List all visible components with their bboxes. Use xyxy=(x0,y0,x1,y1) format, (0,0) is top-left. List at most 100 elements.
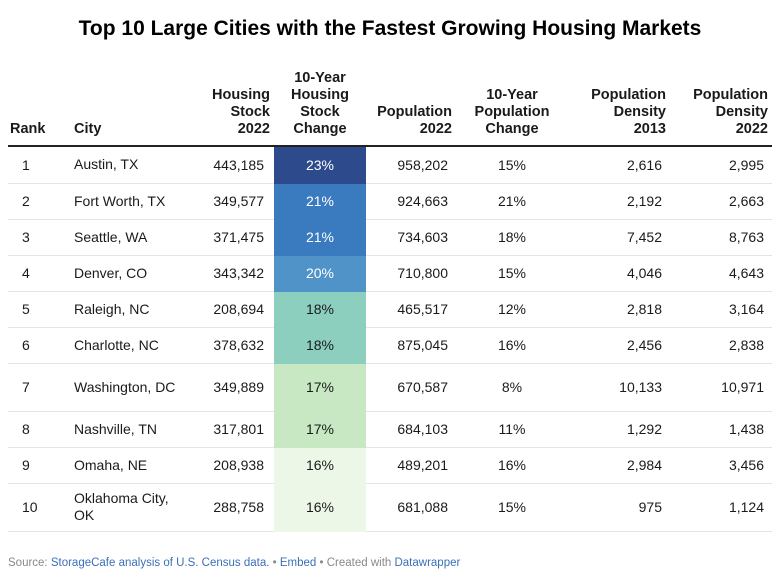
cell-density-2013: 2,192 xyxy=(568,183,670,220)
cell-population-change: 21% xyxy=(456,183,568,220)
table-row: 1 Austin, TX 443,185 23% 958,202 15% 2,616 2,99… xyxy=(8,146,772,184)
cell-population: 710,800 xyxy=(366,255,456,292)
cell-city: Raleigh, NC xyxy=(70,291,190,328)
cell-housing-stock: 349,889 xyxy=(190,363,274,412)
table-row: 4 Denver, CO 343,342 20% 710,800 15% 4,046 4,64… xyxy=(8,255,772,292)
cell-rank: 6 xyxy=(8,327,70,364)
table-row: 3 Seattle, WA 371,475 21% 734,603 18% 7,452 8,7… xyxy=(8,219,772,256)
cell-housing-stock: 378,632 xyxy=(190,327,274,364)
cell-density-2022: 8,763 xyxy=(670,219,772,256)
cell-rank: 3 xyxy=(8,219,70,256)
cell-density-2013: 4,046 xyxy=(568,255,670,292)
cell-density-2013: 2,818 xyxy=(568,291,670,328)
table-row: 6 Charlotte, NC 378,632 18% 875,045 16% 2,456 2… xyxy=(8,327,772,364)
cell-density-2022: 10,971 xyxy=(670,363,772,412)
chart-title: Top 10 Large Cities with the Fastest Gro… xyxy=(78,17,702,40)
table-row: 5 Raleigh, NC 208,694 18% 465,517 12% 2,818 3,1… xyxy=(8,291,772,328)
cell-rank: 2 xyxy=(8,183,70,220)
cell-housing-stock: 371,475 xyxy=(190,219,274,256)
cell-housing-stock-change: 17% xyxy=(274,363,366,412)
header-density-2022[interactable]: Population Density 2022 xyxy=(670,66,772,147)
cell-density-2013: 975 xyxy=(568,483,670,532)
cell-density-2022: 3,164 xyxy=(670,291,772,328)
cell-city: Denver, CO xyxy=(70,255,190,292)
data-table: Rank City Housing Stock 2022 10-Year Hou… xyxy=(8,66,772,532)
cell-city: Austin, TX xyxy=(70,146,190,184)
cell-housing-stock-change: 16% xyxy=(274,483,366,532)
cell-rank: 9 xyxy=(8,447,70,484)
cell-population: 681,088 xyxy=(366,483,456,532)
table-row: 10 Oklahoma City, OK 288,758 16% 681,088 15% 9… xyxy=(8,483,772,532)
cell-density-2013: 2,616 xyxy=(568,146,670,184)
header-rank[interactable]: Rank xyxy=(8,66,70,147)
cell-density-2022: 3,456 xyxy=(670,447,772,484)
cell-housing-stock: 343,342 xyxy=(190,255,274,292)
cell-population: 465,517 xyxy=(366,291,456,328)
source-label: Source: xyxy=(8,557,51,569)
cell-city: Omaha, NE xyxy=(70,447,190,484)
created-with-label: • Created with xyxy=(316,557,395,569)
cell-density-2022: 2,995 xyxy=(670,146,772,184)
cell-population: 684,103 xyxy=(366,411,456,448)
header-city[interactable]: City xyxy=(70,66,190,147)
cell-population-change: 16% xyxy=(456,447,568,484)
cell-housing-stock-change: 16% xyxy=(274,447,366,484)
cell-city: Washington, DC xyxy=(70,363,190,412)
cell-housing-stock-change: 23% xyxy=(274,146,366,184)
cell-rank: 4 xyxy=(8,255,70,292)
datawrapper-link[interactable]: Datawrapper xyxy=(394,557,461,569)
cell-rank: 1 xyxy=(8,146,70,184)
cell-city: Fort Worth, TX xyxy=(70,183,190,220)
cell-rank: 8 xyxy=(8,411,70,448)
cell-population-change: 15% xyxy=(456,255,568,292)
cell-city: Charlotte, NC xyxy=(70,327,190,364)
cell-housing-stock-change: 21% xyxy=(274,219,366,256)
cell-density-2022: 1,438 xyxy=(670,411,772,448)
cell-population-change: 16% xyxy=(456,327,568,364)
cell-city: Nashville, TN xyxy=(70,411,190,448)
cell-population-change: 18% xyxy=(456,219,568,256)
cell-housing-stock-change: 18% xyxy=(274,291,366,328)
cell-population-change: 12% xyxy=(456,291,568,328)
cell-population-change: 8% xyxy=(456,363,568,412)
cell-housing-stock: 349,577 xyxy=(190,183,274,220)
header-housing-stock-2022[interactable]: Housing Stock 2022 xyxy=(190,66,274,147)
cell-housing-stock-change: 20% xyxy=(274,255,366,292)
cell-density-2013: 2,456 xyxy=(568,327,670,364)
header-density-2013[interactable]: Population Density 2013 xyxy=(568,66,670,147)
cell-population: 670,587 xyxy=(366,363,456,412)
source-footer: Source: StorageCafe analysis of U.S. Cen… xyxy=(8,557,460,569)
cell-rank: 10 xyxy=(8,483,70,532)
cell-population: 734,603 xyxy=(366,219,456,256)
footer-separator: • xyxy=(269,557,280,569)
cell-density-2013: 10,133 xyxy=(568,363,670,412)
table-row: 9 Omaha, NE 208,938 16% 489,201 16% 2,984 3,456 xyxy=(8,447,772,484)
cell-city: Oklahoma City, OK xyxy=(70,483,190,532)
cell-housing-stock: 208,938 xyxy=(190,447,274,484)
header-row: Rank City Housing Stock 2022 10-Year Hou… xyxy=(8,66,772,147)
table-row: 2 Fort Worth, TX 349,577 21% 924,663 21% 2,192… xyxy=(8,183,772,220)
cell-rank: 7 xyxy=(8,363,70,412)
cell-housing-stock: 317,801 xyxy=(190,411,274,448)
cell-population-change: 11% xyxy=(456,411,568,448)
cell-density-2022: 4,643 xyxy=(670,255,772,292)
cell-housing-stock-change: 18% xyxy=(274,327,366,364)
embed-link[interactable]: Embed xyxy=(279,557,317,569)
table-row: 8 Nashville, TN 317,801 17% 684,103 11% 1,292 1… xyxy=(8,411,772,448)
cell-housing-stock-change: 21% xyxy=(274,183,366,220)
source-link[interactable]: StorageCafe analysis of U.S. Census data… xyxy=(50,557,270,569)
cell-housing-stock-change: 17% xyxy=(274,411,366,448)
cell-density-2022: 1,124 xyxy=(670,483,772,532)
cell-density-2013: 7,452 xyxy=(568,219,670,256)
cell-housing-stock: 208,694 xyxy=(190,291,274,328)
header-population-2022[interactable]: Population 2022 xyxy=(366,66,456,147)
cell-city: Seattle, WA xyxy=(70,219,190,256)
table-body: 1 Austin, TX 443,185 23% 958,202 15% 2,616 2,99… xyxy=(8,146,772,532)
table-row: 7 Washington, DC 349,889 17% 670,587 8% 10,133… xyxy=(8,363,772,412)
cell-rank: 5 xyxy=(8,291,70,328)
header-population-change[interactable]: 10-Year Population Change xyxy=(456,66,568,147)
cell-density-2013: 2,984 xyxy=(568,447,670,484)
header-housing-stock-change[interactable]: 10-Year Housing Stock Change xyxy=(274,66,366,147)
cell-population-change: 15% xyxy=(456,146,568,184)
cell-housing-stock: 288,758 xyxy=(190,483,274,532)
